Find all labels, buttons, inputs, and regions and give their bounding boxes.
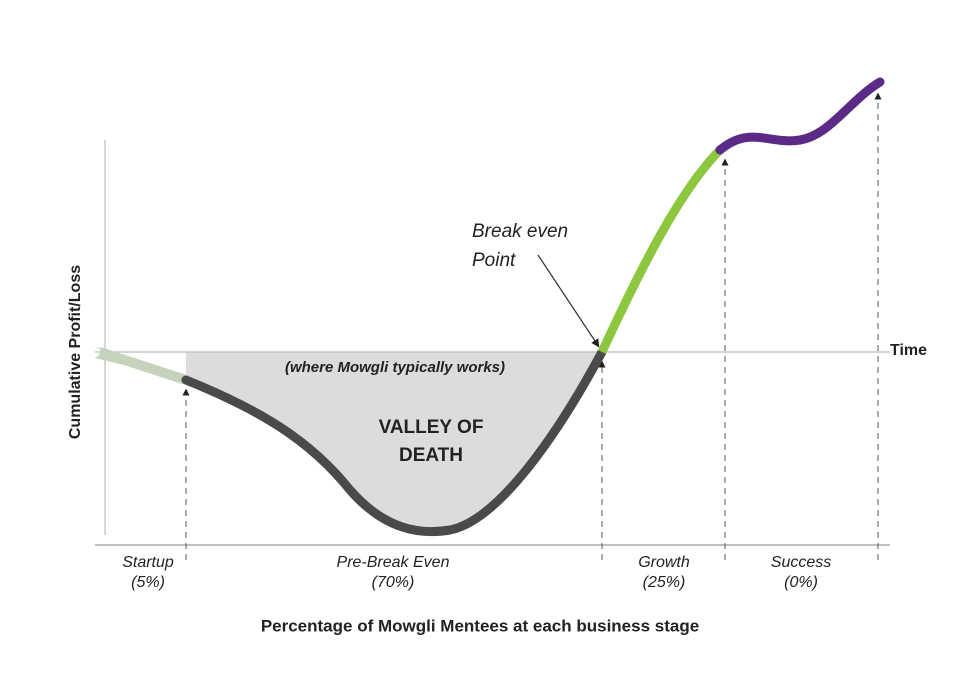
valley-title: DEATH (399, 445, 463, 466)
stage-share: (5%) (131, 574, 165, 591)
valley-title: VALLEY OF (379, 417, 484, 438)
stage-name: Growth (638, 554, 690, 571)
stage-name: Success (771, 554, 831, 571)
break-even-pointer (537, 254, 600, 348)
stage-share: (25%) (643, 574, 686, 591)
break-even-label: Point (472, 250, 516, 271)
y-axis-label: Cumulative Profit/Loss (67, 265, 84, 439)
caption: Percentage of Mowgli Mentees at each bus… (261, 616, 699, 635)
startup-curve-line (98, 347, 188, 385)
break-even-label: Break even (472, 221, 568, 242)
stage-name: Pre-Break Even (337, 554, 450, 571)
valley-area (186, 352, 602, 532)
x-axis-label: Time (890, 342, 927, 359)
stage-share: (70%) (372, 574, 415, 591)
stage-share: (0%) (784, 574, 818, 591)
valley-note: (where Mowgli typically works) (285, 359, 505, 376)
pre-break-even-curve (181, 347, 607, 537)
growth-curve (597, 146, 724, 354)
success-curve (715, 77, 885, 155)
stage-name: Startup (122, 554, 174, 571)
